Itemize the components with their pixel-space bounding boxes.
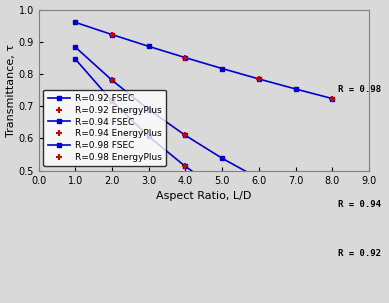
Text: R = 0.94: R = 0.94 bbox=[338, 200, 381, 209]
Y-axis label: Transmittance, τ: Transmittance, τ bbox=[5, 44, 16, 137]
Legend: R=0.92 FSEC, R=0.92 EnergyPlus, R=0.94 FSEC, R=0.94 EnergyPlus, R=0.98 FSEC, R=0: R=0.92 FSEC, R=0.92 EnergyPlus, R=0.94 F… bbox=[43, 90, 166, 166]
Text: R = 0.92: R = 0.92 bbox=[338, 249, 381, 258]
Text: R = 0.98: R = 0.98 bbox=[338, 85, 381, 94]
X-axis label: Aspect Ratio, L/D: Aspect Ratio, L/D bbox=[156, 191, 251, 201]
